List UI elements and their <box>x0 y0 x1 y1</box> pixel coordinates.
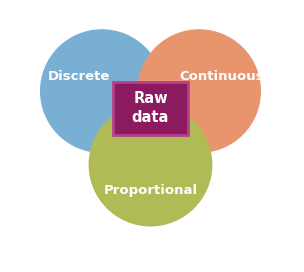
Circle shape <box>138 30 260 152</box>
Text: Raw
data: Raw data <box>132 91 169 125</box>
Text: Proportional: Proportional <box>103 184 198 197</box>
Text: Discrete: Discrete <box>48 70 110 83</box>
Text: Continuous: Continuous <box>180 70 264 83</box>
Circle shape <box>41 30 163 152</box>
FancyBboxPatch shape <box>113 82 188 135</box>
Circle shape <box>89 103 212 226</box>
